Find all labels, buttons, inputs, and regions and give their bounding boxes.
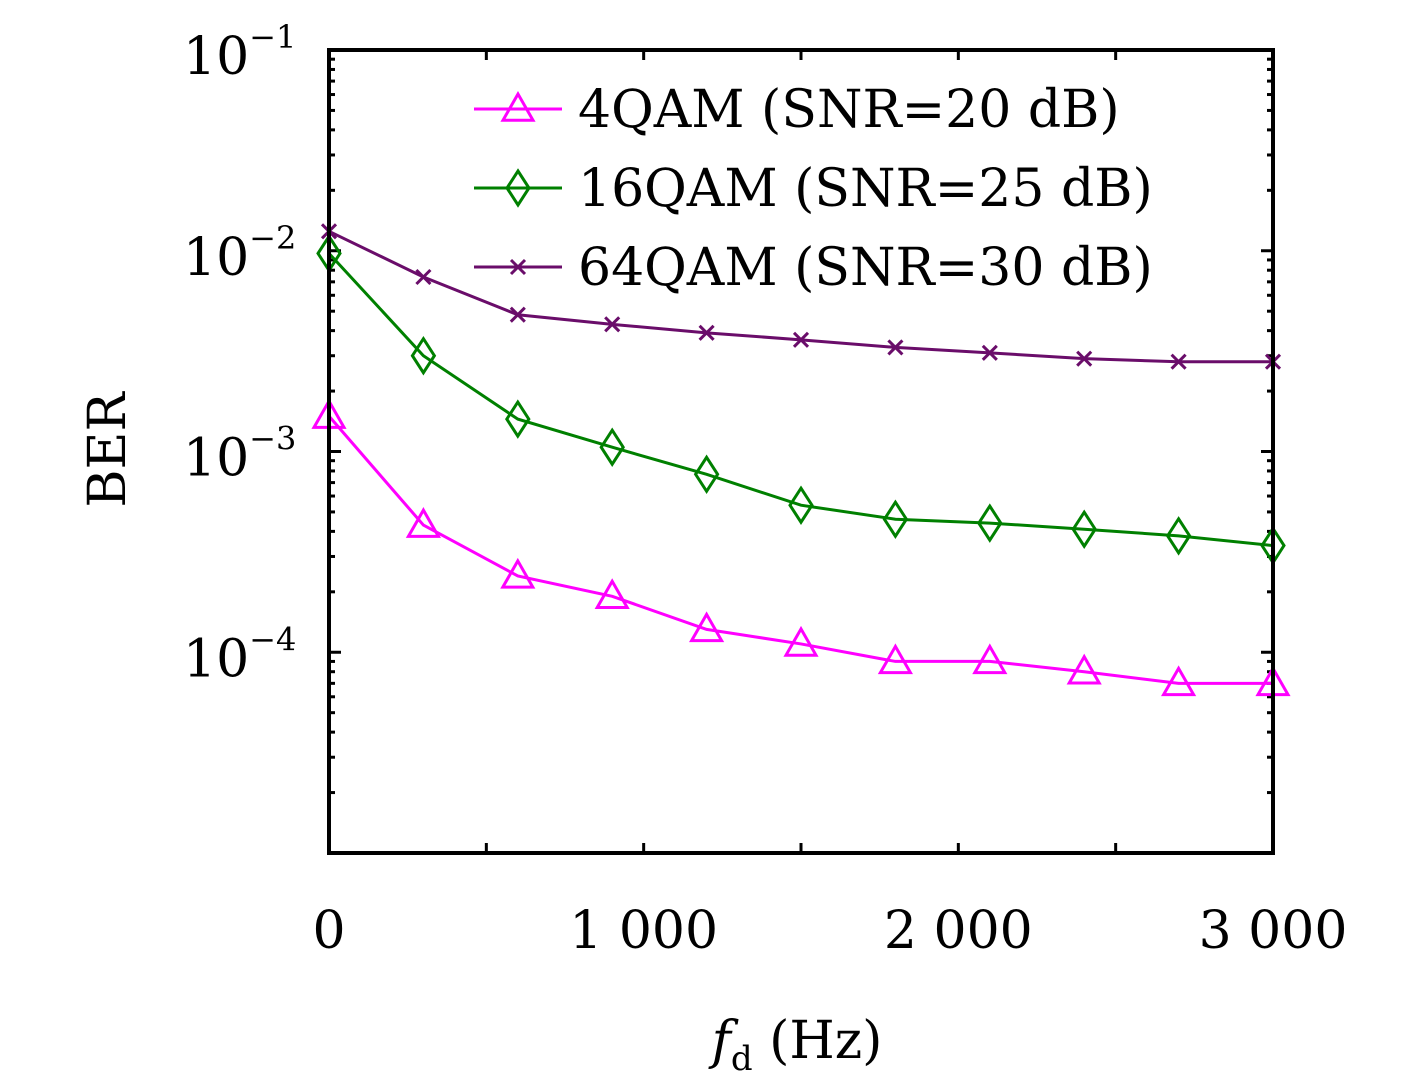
legend-item: 4QAM (SNR=20 dB) <box>474 80 1120 140</box>
series-line <box>327 252 1274 548</box>
x-axis-label-sub: d <box>731 1039 753 1079</box>
triangle-marker <box>594 578 630 610</box>
triangle-marker <box>1066 653 1102 685</box>
diamond-marker <box>1165 516 1192 556</box>
x-marker <box>1170 353 1187 370</box>
diamond-marker <box>410 335 437 376</box>
legend-label: 16QAM (SNR=25 dB) <box>578 159 1153 219</box>
y-tick-label: 10−1 <box>183 18 296 87</box>
diamond-marker <box>977 503 1003 543</box>
x-marker <box>887 339 904 356</box>
x-marker <box>415 268 432 286</box>
x-tick-label: 2 000 <box>884 901 1033 961</box>
series-3 <box>320 223 1282 370</box>
x-marker-stroke <box>604 316 621 333</box>
x-tick-labels: 0 1 000 2 000 3 000 <box>312 901 1347 961</box>
y-tick-base: 10 <box>183 228 249 288</box>
y-tick-exponent: −2 <box>249 219 296 257</box>
x-marker-stroke <box>415 268 432 286</box>
diamond-marker <box>599 427 625 468</box>
y-tick-exponent: −1 <box>249 18 296 56</box>
triangle-marker <box>972 643 1008 675</box>
x-tick-label: 3 000 <box>1199 901 1348 961</box>
x-tick-label: 1 000 <box>569 901 718 961</box>
x-marker <box>1076 350 1093 367</box>
y-tick-exponent: −4 <box>249 620 296 658</box>
diamond-marker <box>505 168 531 208</box>
x-marker-stroke <box>1076 350 1093 367</box>
y-tick-exponent: −3 <box>249 420 296 458</box>
triangle-marker <box>1161 665 1197 697</box>
x-marker-stroke <box>981 344 998 361</box>
series-2 <box>316 233 1286 566</box>
x-marker-stroke <box>509 258 527 276</box>
x-marker <box>509 258 527 276</box>
legend: 4QAM (SNR=20 dB) 16QAM (SNR=25 dB) 64QAM (… <box>474 80 1153 298</box>
triangle-marker <box>783 625 819 657</box>
diamond-marker <box>1071 509 1097 549</box>
x-marker <box>792 331 810 348</box>
x-tick-label: 0 <box>312 901 345 961</box>
legend-label: 64QAM (SNR=30 dB) <box>578 238 1153 298</box>
diamond-marker <box>882 499 909 539</box>
triangle-marker <box>689 611 725 643</box>
diamond-marker <box>693 454 720 495</box>
y-tick-label: 10−4 <box>183 620 296 689</box>
x-marker-stroke <box>509 306 526 323</box>
x-axis-label: fd (Hz) <box>708 1011 883 1079</box>
legend-item: 16QAM (SNR=25 dB) <box>474 159 1153 219</box>
plot-frame <box>327 48 1275 855</box>
triangle-marker <box>500 90 536 122</box>
triangle-marker <box>405 507 441 538</box>
diamond-marker <box>505 399 531 439</box>
x-marker <box>604 316 621 333</box>
x-marker-stroke <box>792 331 810 348</box>
triangle-marker <box>500 557 536 589</box>
x-marker <box>698 324 715 341</box>
y-axis-label: BER <box>78 390 138 507</box>
y-tick-label: 10−3 <box>183 420 296 489</box>
x-marker-stroke <box>1170 353 1187 370</box>
x-marker-stroke <box>698 324 715 341</box>
diamond-marker <box>788 485 814 525</box>
legend-item: 64QAM (SNR=30 dB) <box>474 238 1153 298</box>
x-axis-label-unit: (Hz) <box>753 1011 883 1071</box>
y-tick-base: 10 <box>183 429 249 489</box>
series-group <box>311 223 1291 697</box>
x-marker <box>981 344 998 361</box>
x-marker-stroke <box>887 339 904 356</box>
triangle-marker <box>877 643 913 675</box>
x-marker <box>509 306 526 323</box>
y-tick-label: 10−2 <box>183 219 296 288</box>
legend-label: 4QAM (SNR=20 dB) <box>578 80 1120 140</box>
series-line <box>327 415 1273 685</box>
y-tick-base: 10 <box>183 27 249 87</box>
y-tick-base: 10 <box>183 629 249 689</box>
y-tick-labels: 10−410−310−210−1 <box>183 18 296 689</box>
